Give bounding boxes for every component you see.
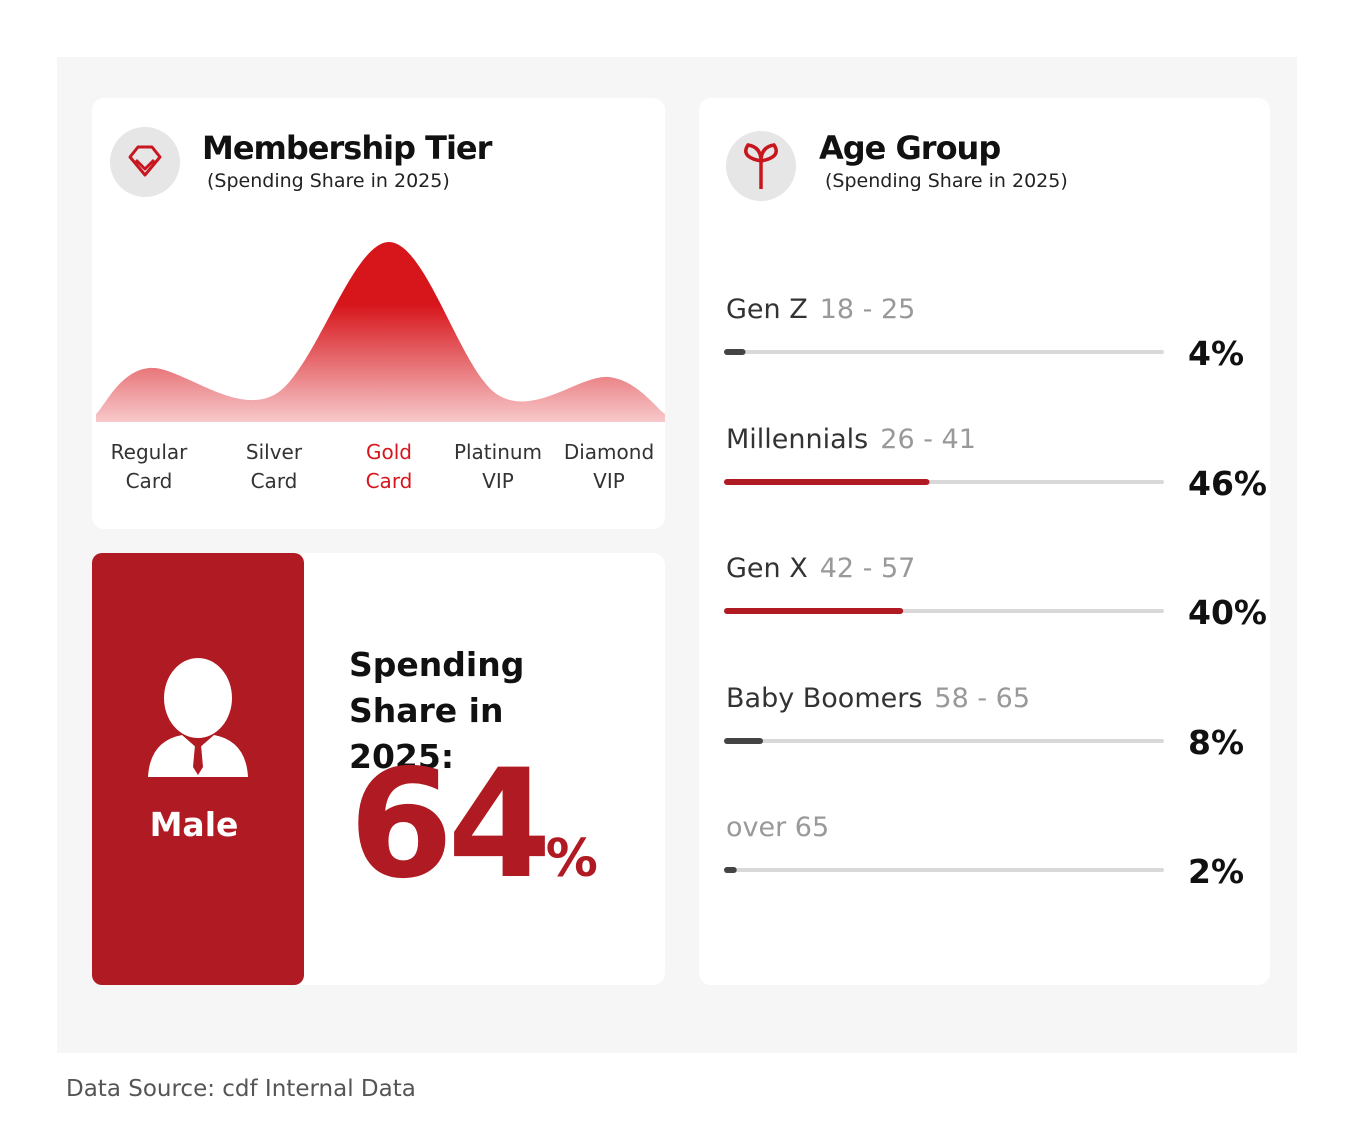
bar xyxy=(724,478,930,485)
title: Age Group xyxy=(819,129,1001,167)
value-label: 46% xyxy=(1188,463,1267,503)
age-name: over 65 xyxy=(726,812,830,843)
age-range: 42 - 57 xyxy=(819,553,916,584)
footer: Data Source: cdf Internal Data xyxy=(66,1076,416,1102)
value-label: 2% xyxy=(1188,852,1245,891)
area xyxy=(96,242,665,422)
bar-track xyxy=(726,350,1164,354)
bar xyxy=(724,608,904,614)
age-label: over 65 xyxy=(726,812,829,843)
title: Membership Tier xyxy=(202,129,492,167)
age-range: 26 - 41 xyxy=(880,423,976,455)
gender-name: Male xyxy=(149,805,239,844)
icon xyxy=(110,127,180,197)
person-icon xyxy=(148,658,248,777)
gender-value: 64 xyxy=(349,738,552,912)
bar xyxy=(724,737,764,744)
age-range: 18 - 25 xyxy=(819,294,916,325)
age-bar xyxy=(724,737,1164,744)
x-tick-label: Silver Card xyxy=(245,440,303,493)
bar-track xyxy=(726,868,1164,872)
diamond-icon xyxy=(128,145,162,177)
age-name: Millennials xyxy=(726,423,869,455)
age-bar xyxy=(724,608,1164,614)
x-tick-label: Platinum VIP xyxy=(453,440,543,493)
x-tick-label: Gold Card xyxy=(365,440,413,493)
age-bar xyxy=(724,349,1164,355)
gender-label: Spending Share in 2025: xyxy=(349,645,525,776)
bar xyxy=(724,349,746,355)
age-bar xyxy=(724,867,1164,873)
age-name: Gen Z xyxy=(726,294,808,325)
age-label: Millennials 26 - 41 xyxy=(726,424,976,455)
bar xyxy=(724,867,737,873)
age-label: Gen X 42 - 57 xyxy=(726,553,915,584)
value-label: 4% xyxy=(1188,334,1245,373)
age-card xyxy=(699,98,1270,985)
bar-track xyxy=(726,738,1164,743)
age-range: 58 - 65 xyxy=(934,682,1031,714)
gender-unit: % xyxy=(545,829,598,889)
age-label: Baby Boomers 58 - 65 xyxy=(726,683,1030,714)
gender-box: Male xyxy=(92,553,304,985)
value-label: 8% xyxy=(1188,722,1245,762)
age-name: Baby Boomers xyxy=(726,682,923,714)
x-tick-label: Regular Card xyxy=(110,440,188,493)
icon xyxy=(726,131,796,201)
subtitle: (Spending Share in 2025) xyxy=(825,170,1068,192)
age-name: Gen X xyxy=(726,553,808,584)
sprout-icon xyxy=(744,143,778,189)
area-chart xyxy=(96,242,665,422)
age-bar xyxy=(724,478,1164,485)
x-tick-label: Diamond VIP xyxy=(563,440,655,493)
age-label: Gen Z 18 - 25 xyxy=(726,294,915,325)
gender-value-box: 64% xyxy=(349,738,598,912)
value-label: 40% xyxy=(1188,593,1267,632)
subtitle: (Spending Share in 2025) xyxy=(207,170,450,192)
